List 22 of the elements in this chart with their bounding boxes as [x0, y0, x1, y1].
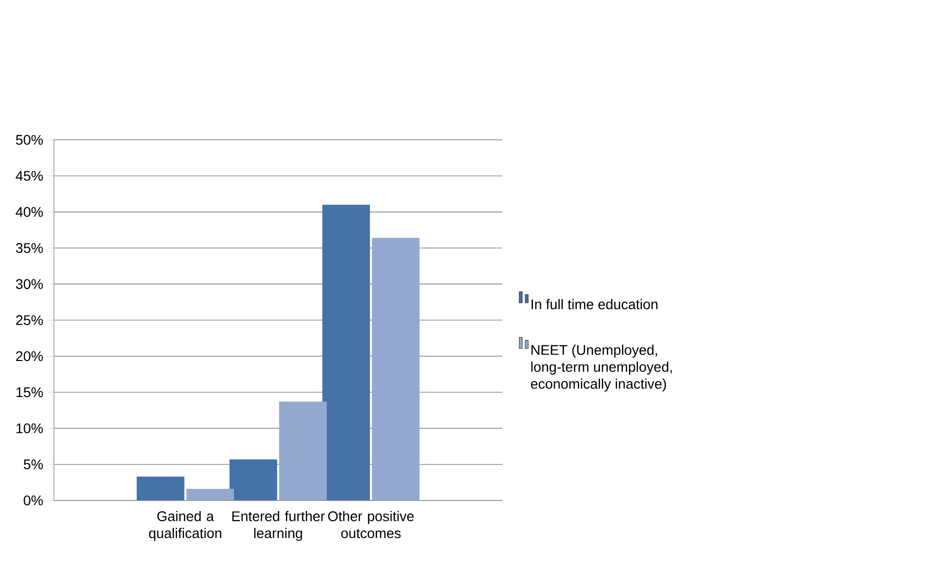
y-tick-label: 0%: [24, 495, 43, 506]
bar: [186, 488, 234, 500]
bar: [372, 238, 420, 500]
x-tick-label: Entered further learning: [232, 510, 325, 541]
y-tick-label: 25%: [16, 314, 43, 325]
y-tick-label: 10%: [16, 423, 43, 434]
legend-label: In full time education: [532, 298, 658, 310]
legend-label: NEET (Unemployed, long-term unemployed, economically inactive): [530, 344, 672, 392]
y-tick-label: 20%: [16, 351, 43, 361]
x-tick-label: Other positive outcomes: [328, 510, 414, 538]
bar: [279, 401, 327, 500]
y-tick-label: 50%: [16, 134, 43, 145]
y-tick-label: 30%: [16, 278, 43, 289]
y-tick-label: 40%: [16, 206, 43, 217]
bar: [230, 459, 278, 500]
y-tick-label: 5%: [24, 459, 43, 470]
y-tick-label: 15%: [16, 387, 43, 397]
y-tick-label: 35%: [16, 242, 43, 253]
bar: [322, 204, 370, 500]
x-tick-label: Gained a qualification: [149, 510, 222, 541]
bar: [136, 476, 184, 500]
y-tick-label: 45%: [16, 170, 43, 181]
